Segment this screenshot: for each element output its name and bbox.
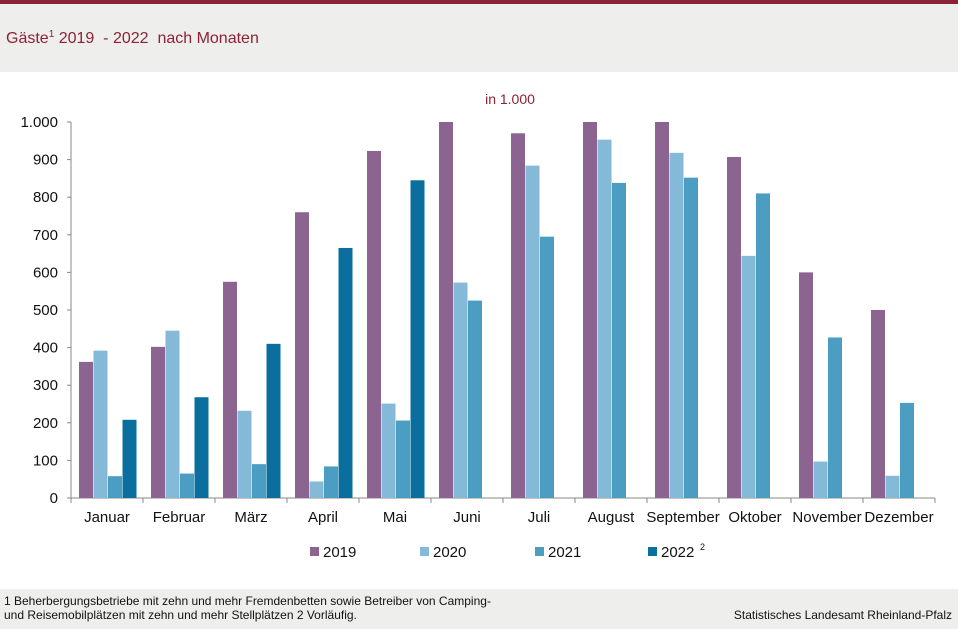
x-tick-label: August xyxy=(588,509,636,526)
legend-label-2021: 2021 xyxy=(548,544,581,561)
y-tick-label: 800 xyxy=(33,189,58,206)
bar-2022-3 xyxy=(338,247,353,498)
y-tick-label: 1.000 xyxy=(20,114,58,131)
bar-2019-4 xyxy=(367,150,381,498)
x-tick-label: November xyxy=(792,509,861,526)
title-rest: 2019 - 2022 nach Monaten xyxy=(54,30,259,47)
legend-swatch-2020 xyxy=(420,547,429,556)
bar-2021-8 xyxy=(684,177,698,498)
x-tick-label: April xyxy=(308,509,338,526)
y-tick-label: 0 xyxy=(50,490,58,507)
x-tick-label: Juni xyxy=(453,509,481,526)
bar-2020-10 xyxy=(813,461,828,498)
bar-chart: in 1.000 0 100 200 300 400 500 600 700 800 900 1.00… xyxy=(20,91,936,561)
bar-2021-9 xyxy=(756,193,770,498)
bar-2019-11 xyxy=(871,310,885,498)
bar-2019-3 xyxy=(295,212,309,499)
bar-2019-7 xyxy=(583,122,597,498)
bar-2020-4 xyxy=(381,403,396,498)
y-tick-label: 700 xyxy=(33,227,58,244)
y-tick-label: 900 xyxy=(33,152,58,169)
y-tick-label: 600 xyxy=(33,264,58,281)
bar-2021-7 xyxy=(612,182,626,499)
bar-2019-9 xyxy=(727,156,741,498)
bar-2019-5 xyxy=(439,122,453,498)
bar-2021-6 xyxy=(540,236,554,498)
bar-2021-5 xyxy=(468,300,482,498)
y-tick-label: 300 xyxy=(33,377,58,394)
bar-2021-10 xyxy=(828,337,842,498)
bar-2020-2 xyxy=(237,410,252,498)
legend-label-2020: 2020 xyxy=(433,544,466,561)
bar-2019-8 xyxy=(655,122,669,498)
bar-2022-2 xyxy=(266,343,281,498)
y-tick-label: 500 xyxy=(33,302,58,319)
bar-2019-6 xyxy=(511,133,525,498)
x-tick-label: September xyxy=(646,509,719,526)
footnote: 1 Beherbergungsbetriebe mit zehn und meh… xyxy=(4,594,564,622)
bar-2019-2 xyxy=(223,281,237,498)
legend-label-2022: 2022 xyxy=(661,544,694,561)
x-tick-label: Januar xyxy=(84,509,130,526)
x-tick-label: Februar xyxy=(153,509,206,526)
x-tick-label: Juli xyxy=(528,509,551,526)
source-label: Statistisches Landesamt Rheinland-Pfalz xyxy=(733,608,952,622)
legend-swatch-2022 xyxy=(648,547,657,556)
bar-2020-11 xyxy=(885,475,900,498)
legend-swatch-2019 xyxy=(310,547,319,556)
top-accent-bar xyxy=(0,0,958,4)
bar-2022-4 xyxy=(410,180,425,498)
bar-2020-9 xyxy=(741,255,756,498)
bar-2020-6 xyxy=(525,165,540,498)
bar-2021-2 xyxy=(252,464,266,498)
bar-2019-0 xyxy=(79,361,93,498)
chart-title: Gäste1 2019 - 2022 nach Monaten xyxy=(6,29,259,48)
x-tick-label: Dezember xyxy=(864,509,933,526)
bar-2021-4 xyxy=(396,420,410,498)
footnote-line-2: und Reisemobilplätzen mit zehn und mehr … xyxy=(4,608,357,622)
bar-2020-7 xyxy=(597,139,612,498)
bar-2020-5 xyxy=(453,282,468,498)
bar-2019-1 xyxy=(151,346,165,498)
title-main: Gäste xyxy=(6,30,49,47)
bar-2021-3 xyxy=(324,466,338,498)
bar-2020-3 xyxy=(309,481,324,498)
bar-2020-8 xyxy=(669,152,684,498)
title-footnote-marker: 1 xyxy=(48,29,55,40)
bar-2019-10 xyxy=(799,272,813,498)
bar-2021-1 xyxy=(180,473,194,498)
bar-2020-1 xyxy=(165,330,180,498)
bar-2021-11 xyxy=(900,402,914,498)
x-tick-label: Mai xyxy=(383,509,407,526)
x-tick-label: Oktober xyxy=(728,509,781,526)
x-tick-label: März xyxy=(234,509,267,526)
legend-swatch-2021 xyxy=(535,547,544,556)
legend-label-2019: 2019 xyxy=(323,544,356,561)
footnote-line-1: 1 Beherbergungsbetriebe mit zehn und meh… xyxy=(4,594,491,608)
y-tick-label: 200 xyxy=(33,415,58,432)
y-tick-label: 100 xyxy=(33,452,58,469)
bar-2020-0 xyxy=(93,350,108,498)
y-tick-label: 400 xyxy=(33,340,58,357)
legend-sup-2022: 2 xyxy=(700,542,705,552)
unit-label: in 1.000 xyxy=(485,91,535,107)
bar-2022-0 xyxy=(122,419,137,498)
bar-2021-0 xyxy=(108,476,122,498)
bar-2022-1 xyxy=(194,397,209,498)
